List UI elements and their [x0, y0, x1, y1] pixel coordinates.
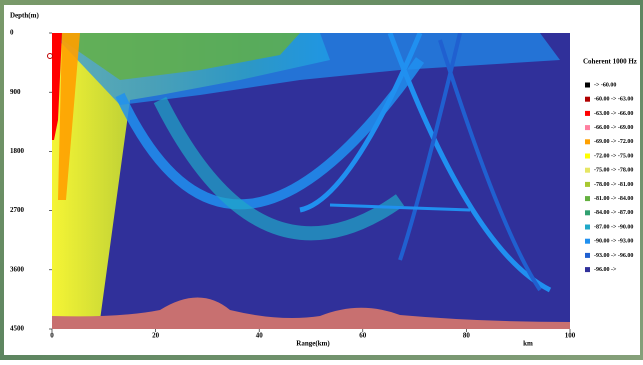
field: [52, 33, 570, 329]
y-axis-label: Depth(m): [10, 12, 39, 20]
near-surface: [52, 33, 300, 80]
legend-label: -87.00 -> -90.00: [594, 224, 633, 230]
ray-arc: [115, 57, 425, 210]
legend-label: -81.00 -> -84.00: [594, 196, 633, 202]
x-tick-label: 80: [463, 332, 471, 340]
legend-label: -93.00 -> -96.00: [594, 253, 633, 259]
legend-swatch: [585, 181, 590, 187]
legend-swatch: [585, 139, 590, 145]
x-tick-label: 20: [152, 332, 160, 340]
x-axis-unit: km: [523, 340, 533, 348]
ray-arc: [153, 96, 405, 241]
legend-label: -96.00 ->: [594, 267, 617, 273]
legend-label: -63.00 -> -66.00: [594, 111, 633, 117]
y-tick-label: 0: [10, 29, 14, 37]
legend-label: -60.00 -> -63.00: [594, 97, 633, 103]
y-tick-label: 900: [10, 88, 21, 96]
legend-swatch: [585, 210, 590, 216]
legend-swatch: [585, 110, 590, 116]
seabed: [52, 297, 570, 329]
source-hotspot: [52, 33, 62, 140]
ray-arc: [299, 33, 423, 213]
legend-label: -90.00 -> -93.00: [594, 239, 633, 245]
legend-label: -69.00 -> -72.00: [594, 139, 633, 145]
legend-label: -66.00 -> -69.00: [594, 125, 633, 131]
legend-label: -72.00 -> -75.00: [594, 153, 633, 159]
legend-swatch: [585, 224, 590, 230]
legend-swatch: [585, 82, 590, 88]
y-tick-label: 3600: [10, 265, 25, 273]
y-tick-label: 1800: [10, 147, 25, 155]
legend-swatch: [585, 153, 590, 159]
x-tick-label: 40: [256, 332, 264, 340]
ray-arc: [398, 33, 462, 261]
x-tick-label: 100: [565, 332, 576, 340]
legend-label: -78.00 -> -81.00: [594, 182, 633, 188]
legend-swatch: [585, 252, 590, 258]
x-tick-label: 60: [359, 332, 367, 340]
y-tick-label: 4500: [10, 325, 25, 333]
legend-swatch: [585, 96, 590, 102]
legend-label: -> -60.00: [594, 82, 616, 88]
x-tick-label: 0: [50, 332, 54, 340]
legend-swatch: [585, 238, 590, 244]
legend-swatch: [585, 267, 590, 273]
legend-label: -75.00 -> -78.00: [594, 168, 633, 174]
legend-title: Coherent 1000 Hz: [583, 58, 637, 66]
legend-swatch: [585, 125, 590, 131]
legend-label: -84.00 -> -87.00: [594, 210, 633, 216]
ray-arc: [438, 39, 542, 292]
y-tick-label: 2700: [10, 206, 25, 214]
source-hotspot: [58, 33, 80, 200]
ray-arc: [329, 203, 471, 212]
source-marker: [47, 53, 53, 59]
legend-swatch: [585, 196, 590, 202]
legend-swatch: [585, 167, 590, 173]
x-axis-label: Range(km): [296, 340, 330, 348]
ray-arc: [387, 33, 552, 293]
